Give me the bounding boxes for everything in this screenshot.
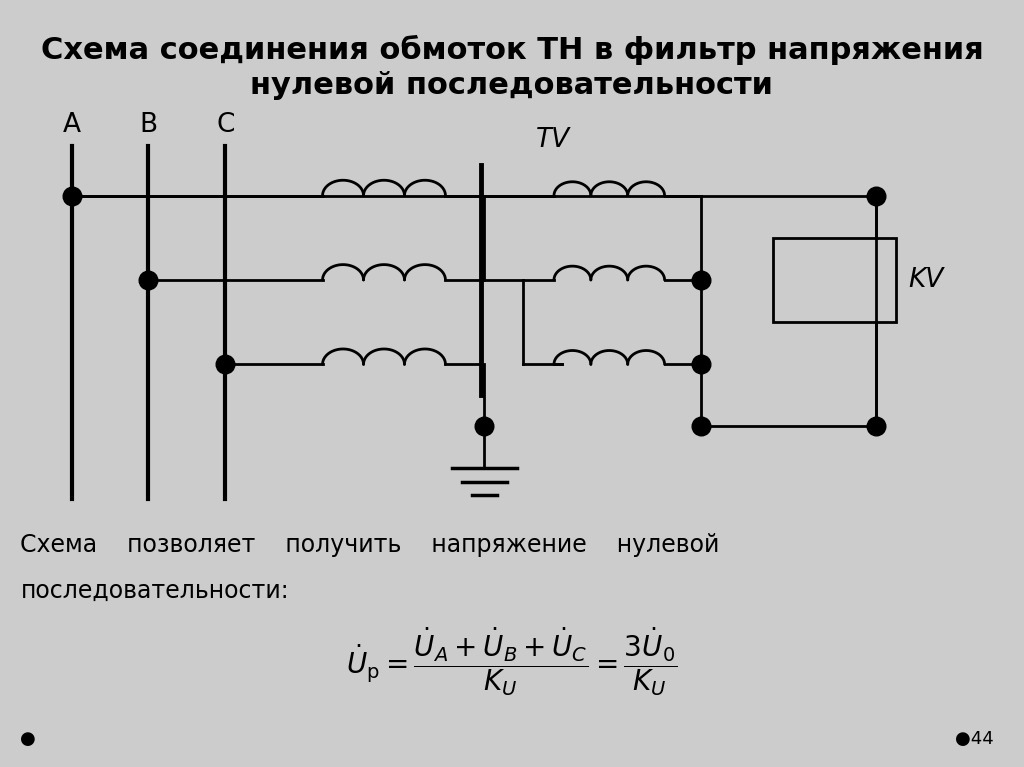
Point [693,358,710,370]
Point [693,420,710,432]
Point [476,420,493,432]
Point [63,189,80,202]
Text: TV: TV [536,127,570,153]
Text: Схема    позволяет    получить    напряжение    нулевой: Схема позволяет получить напряжение нуле… [20,533,720,557]
Text: Схема соединения обмоток ТН в фильтр напряжения
нулевой последовательности: Схема соединения обмоток ТН в фильтр нап… [41,35,983,100]
Bar [773,238,896,322]
Text: $\dot{U}_\mathrm{р} = \dfrac{\dot{U}_A + \dot{U}_B + \dot{U}_C}{K_U} = \dfrac{3\: $\dot{U}_\mathrm{р} = \dfrac{\dot{U}_A +… [346,625,678,698]
Point [867,420,884,432]
Text: ●44: ●44 [954,730,993,748]
Text: KV: KV [908,267,943,293]
Point [867,189,884,202]
Text: C: C [216,112,234,138]
Point [693,274,710,286]
Point [217,358,233,370]
Point [140,274,157,286]
Text: A: A [62,112,81,138]
Text: ●: ● [20,730,36,748]
Text: последовательности:: последовательности: [20,579,289,603]
Text: B: B [139,112,158,138]
